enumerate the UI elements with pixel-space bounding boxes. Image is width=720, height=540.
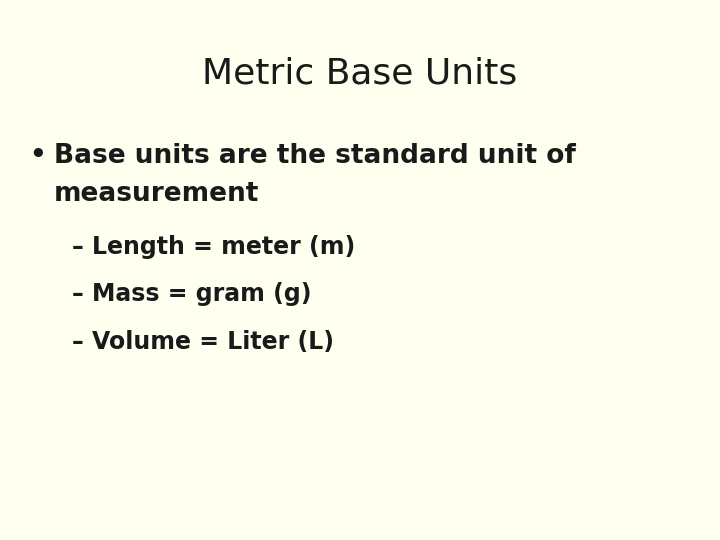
Text: – Mass = gram (g): – Mass = gram (g) <box>72 282 312 306</box>
Text: – Length = meter (m): – Length = meter (m) <box>72 235 355 259</box>
Text: Base units are the standard unit of: Base units are the standard unit of <box>54 143 576 169</box>
Text: •: • <box>29 143 45 169</box>
Text: measurement: measurement <box>54 181 259 207</box>
Text: – Volume = Liter (L): – Volume = Liter (L) <box>72 330 334 354</box>
Text: Metric Base Units: Metric Base Units <box>202 57 518 91</box>
